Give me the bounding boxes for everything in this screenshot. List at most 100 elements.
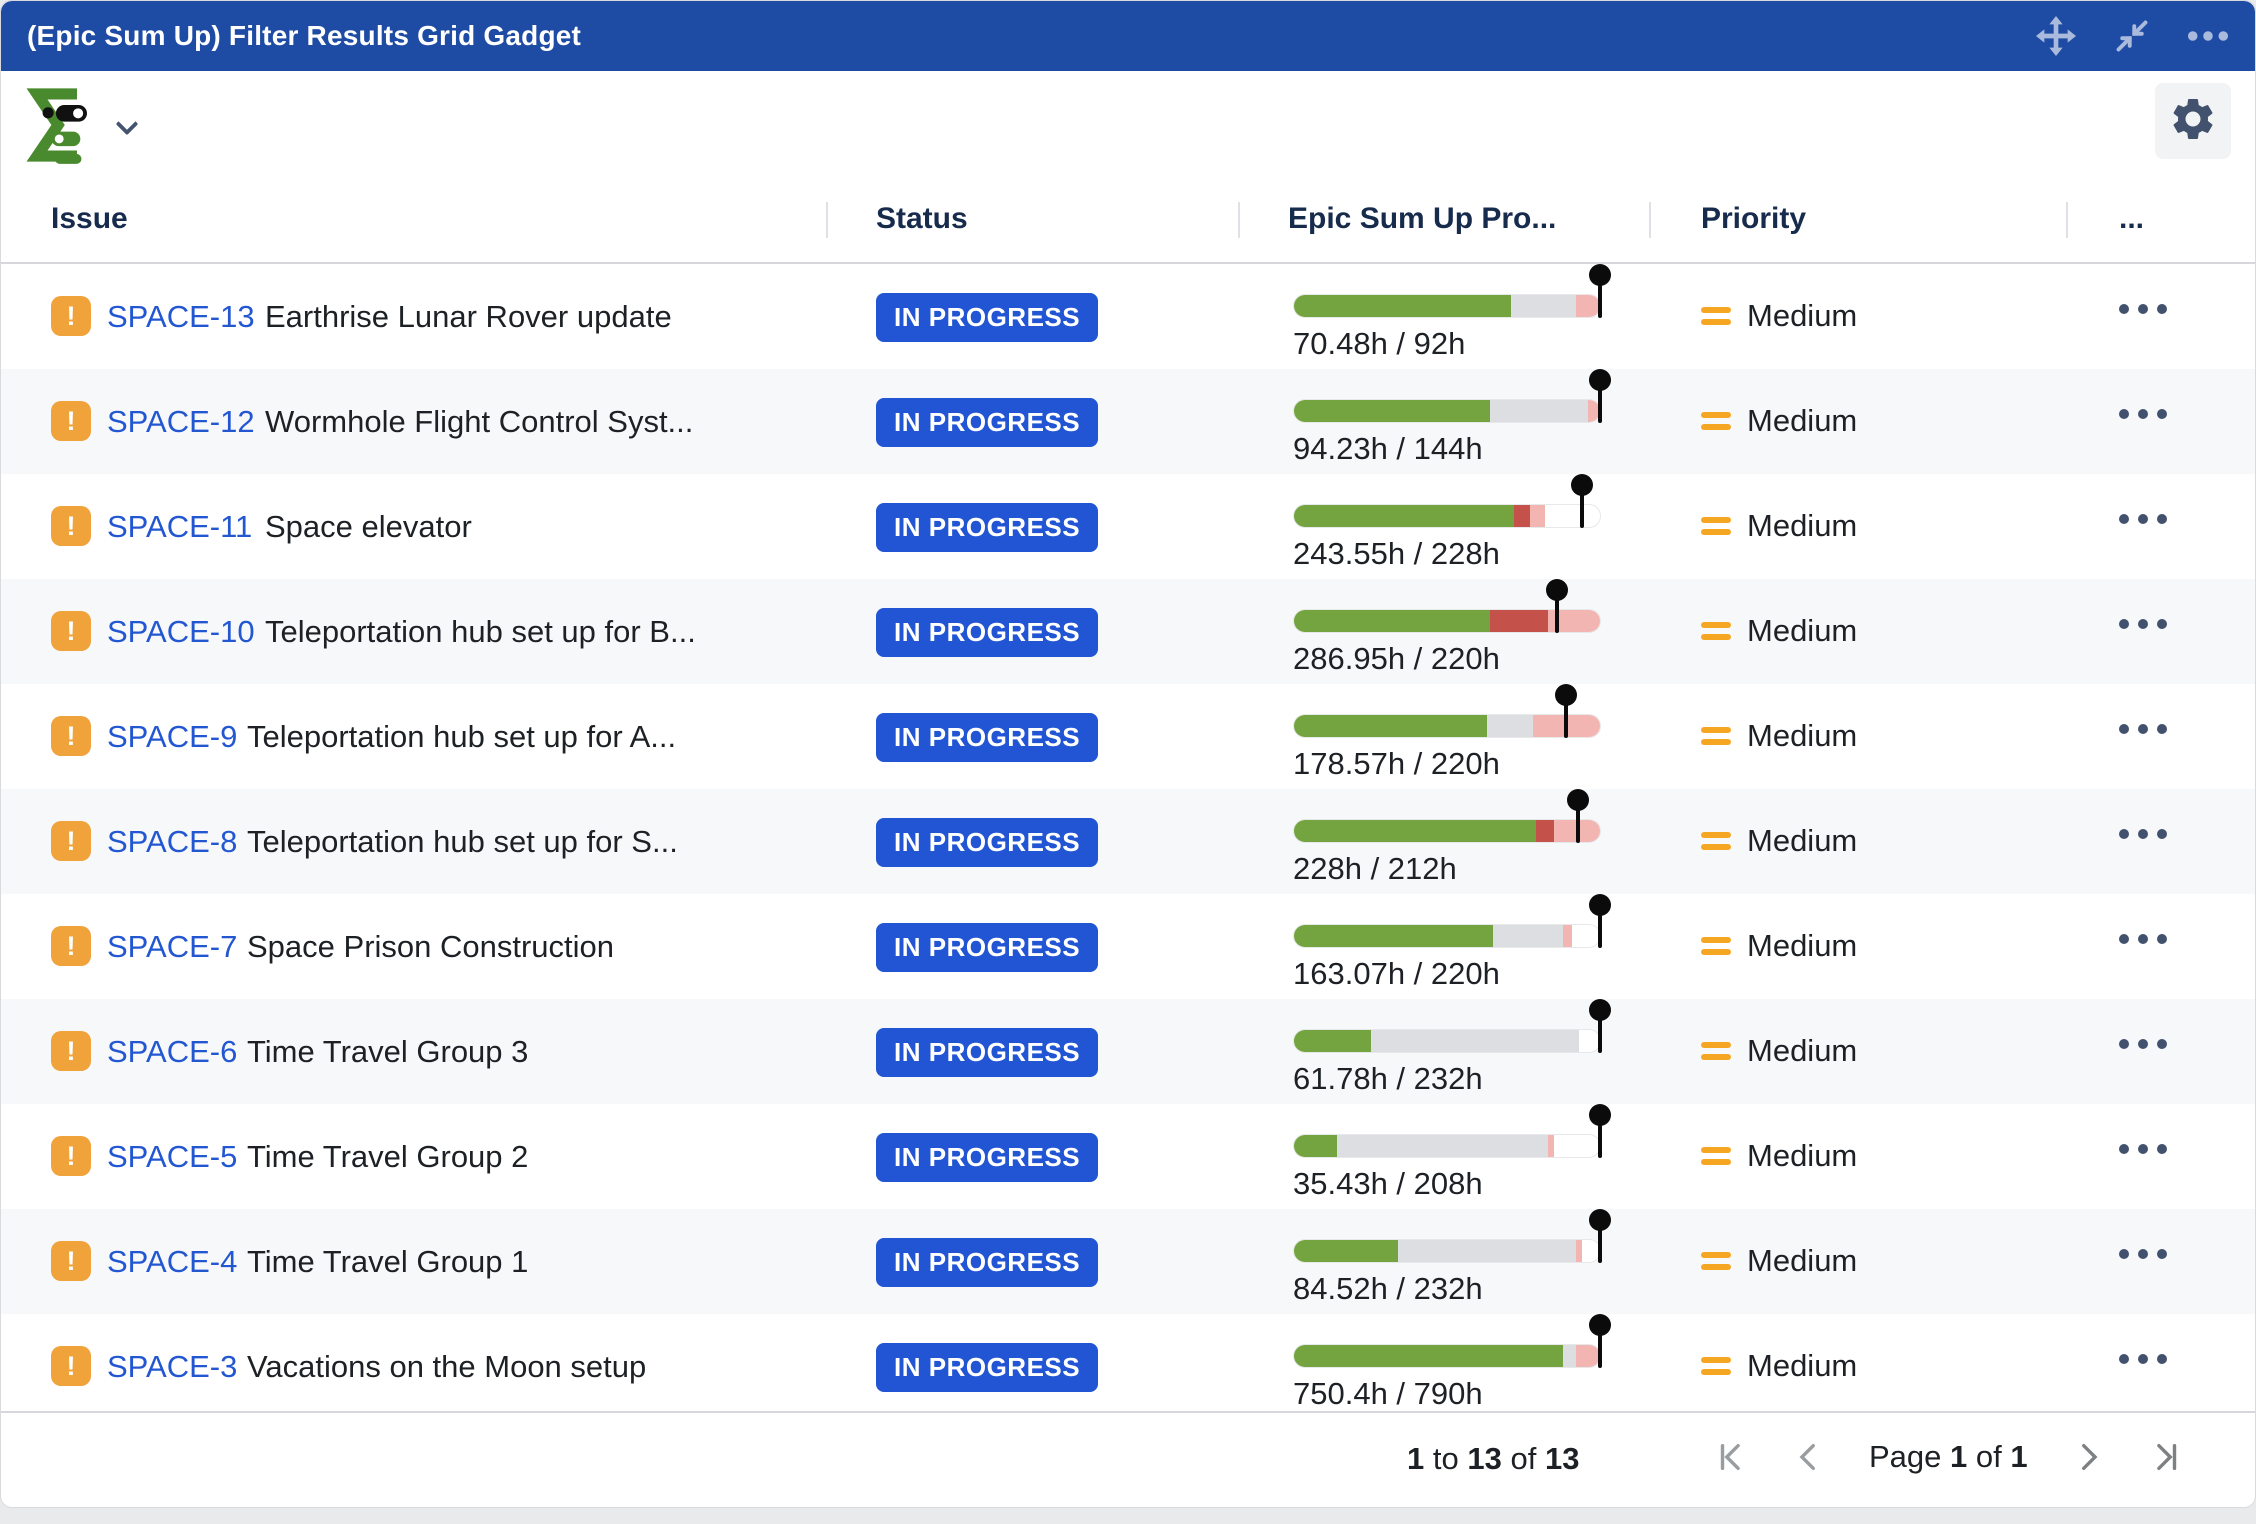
table-body: ! SPACE-13 Earthrise Lunar Rover update …: [1, 264, 2255, 1413]
row-actions-button[interactable]: [2119, 1039, 2167, 1049]
priority-medium-icon: [1701, 307, 1731, 325]
column-header-more[interactable]: ...: [2119, 202, 2145, 235]
progress-segment-green: [1294, 610, 1490, 632]
issue-type-icon: !: [51, 1136, 91, 1176]
priority-cell: Medium: [1701, 1348, 1857, 1384]
progress-segment-pink: [1547, 1135, 1555, 1157]
progress-hours: 178.57h / 220h: [1293, 746, 1500, 781]
progress-bar: [1293, 399, 1601, 423]
row-actions-button[interactable]: [2119, 619, 2167, 629]
chevron-down-icon: [115, 112, 139, 135]
status-badge[interactable]: IN PROGRESS: [876, 713, 1099, 762]
progress-segment-pink: [1575, 295, 1600, 317]
epic-sum-up-sigma-icon: [21, 85, 93, 170]
progress-segment-gray: [1398, 1240, 1576, 1262]
priority-cell: Medium: [1701, 1243, 1857, 1279]
issue-key-link[interactable]: SPACE-3: [107, 1349, 238, 1384]
progress-segment-green: [1294, 1240, 1399, 1262]
gadget-settings-button[interactable]: [2155, 83, 2231, 159]
priority-medium-icon: [1701, 937, 1731, 955]
issue-key-link[interactable]: SPACE-12: [107, 404, 255, 439]
first-page-button[interactable]: [1707, 1433, 1755, 1481]
progress-cell: 61.78h / 232h: [1293, 999, 1602, 1104]
issue-summary: Teleportation hub set up for B...: [265, 614, 696, 649]
progress-cell: 94.23h / 144h: [1293, 369, 1602, 474]
status-badge[interactable]: IN PROGRESS: [876, 818, 1099, 867]
status-badge[interactable]: IN PROGRESS: [876, 923, 1099, 972]
previous-page-button[interactable]: [1785, 1433, 1833, 1481]
progress-cell: 35.43h / 208h: [1293, 1104, 1602, 1209]
last-page-button[interactable]: [2142, 1433, 2190, 1481]
row-actions-button[interactable]: [2119, 829, 2167, 839]
row-actions-button[interactable]: [2119, 1249, 2167, 1259]
column-header-priority[interactable]: Priority: [1701, 202, 1807, 235]
priority-label: Medium: [1747, 1138, 1858, 1173]
status-badge[interactable]: IN PROGRESS: [876, 398, 1099, 447]
row-actions-button[interactable]: [2119, 1144, 2167, 1154]
collapse-gadget-icon[interactable]: [2111, 15, 2153, 57]
gadget-toolbar: [1, 71, 2255, 178]
column-header-status[interactable]: Status: [876, 202, 968, 235]
row-actions-button[interactable]: [2119, 934, 2167, 944]
issue-key-link[interactable]: SPACE-10: [107, 614, 255, 649]
priority-cell: Medium: [1701, 1033, 1857, 1069]
progress-bar: [1293, 504, 1601, 528]
estimate-pin-icon: [1576, 791, 1581, 843]
issue-key-link[interactable]: SPACE-4: [107, 1244, 238, 1279]
issue-key-link[interactable]: SPACE-9: [107, 719, 238, 754]
status-badge[interactable]: IN PROGRESS: [876, 293, 1099, 342]
progress-segment-green: [1294, 295, 1512, 317]
status-badge[interactable]: IN PROGRESS: [876, 503, 1099, 552]
issue-key-link[interactable]: SPACE-6: [107, 1034, 238, 1069]
progress-hours: 84.52h / 232h: [1293, 1271, 1483, 1306]
row-actions-button[interactable]: [2119, 724, 2167, 734]
progress-segment-green: [1294, 505, 1515, 527]
progress-cell: 163.07h / 220h: [1293, 894, 1602, 999]
progress-cell: 243.55h / 228h: [1293, 474, 1601, 579]
gadget-title: (Epic Sum Up) Filter Results Grid Gadget: [27, 20, 582, 51]
more-options-icon[interactable]: [2187, 15, 2229, 57]
next-page-button[interactable]: [2064, 1433, 2112, 1481]
priority-cell: Medium: [1701, 1138, 1857, 1174]
issue-key-link[interactable]: SPACE-7: [107, 929, 238, 964]
status-badge[interactable]: IN PROGRESS: [876, 1343, 1099, 1392]
gear-icon: [2168, 94, 2218, 149]
progress-cell: 750.4h / 790h: [1293, 1314, 1602, 1413]
progress-segment-gray: [1492, 925, 1564, 947]
status-badge[interactable]: IN PROGRESS: [876, 608, 1099, 657]
row-actions-button[interactable]: [2119, 514, 2167, 524]
priority-cell: Medium: [1701, 508, 1857, 544]
progress-bar: [1293, 609, 1601, 633]
progress-segment-pink: [1587, 400, 1600, 422]
status-badge[interactable]: IN PROGRESS: [876, 1238, 1099, 1287]
progress-bar: [1293, 924, 1601, 948]
move-gadget-icon[interactable]: [2035, 15, 2077, 57]
row-actions-button[interactable]: [2119, 304, 2167, 314]
row-actions-button[interactable]: [2119, 409, 2167, 419]
priority-cell: Medium: [1701, 928, 1857, 964]
estimate-pin-icon: [1564, 686, 1569, 738]
progress-segment-pink: [1547, 610, 1600, 632]
issue-type-icon: !: [51, 926, 91, 966]
issue-key-link[interactable]: SPACE-8: [107, 824, 238, 859]
row-actions-button[interactable]: [2119, 1354, 2167, 1364]
estimate-pin-icon: [1579, 476, 1584, 528]
issue-key-link[interactable]: SPACE-11: [107, 509, 253, 544]
issue-key-link[interactable]: SPACE-13: [107, 299, 255, 334]
status-badge[interactable]: IN PROGRESS: [876, 1028, 1099, 1077]
issue-summary: Time Travel Group 2: [247, 1139, 529, 1174]
issue-type-icon: !: [51, 716, 91, 756]
progress-hours: 243.55h / 228h: [1293, 536, 1500, 571]
progress-segment-red: [1489, 610, 1548, 632]
epic-sum-up-logo-menu[interactable]: [21, 85, 139, 170]
estimate-pin-icon: [1554, 581, 1559, 633]
table-row: ! SPACE-11 Space elevator IN PROGRESS 24…: [1, 474, 2255, 579]
priority-label: Medium: [1747, 823, 1858, 858]
progress-hours: 94.23h / 144h: [1293, 431, 1483, 466]
status-badge[interactable]: IN PROGRESS: [876, 1133, 1099, 1182]
progress-hours: 228h / 212h: [1293, 851, 1457, 886]
column-header-progress[interactable]: Epic Sum Up Pro...: [1288, 202, 1557, 235]
progress-segment-green: [1294, 1030, 1371, 1052]
issue-key-link[interactable]: SPACE-5: [107, 1139, 238, 1174]
column-header-issue[interactable]: Issue: [51, 202, 128, 235]
